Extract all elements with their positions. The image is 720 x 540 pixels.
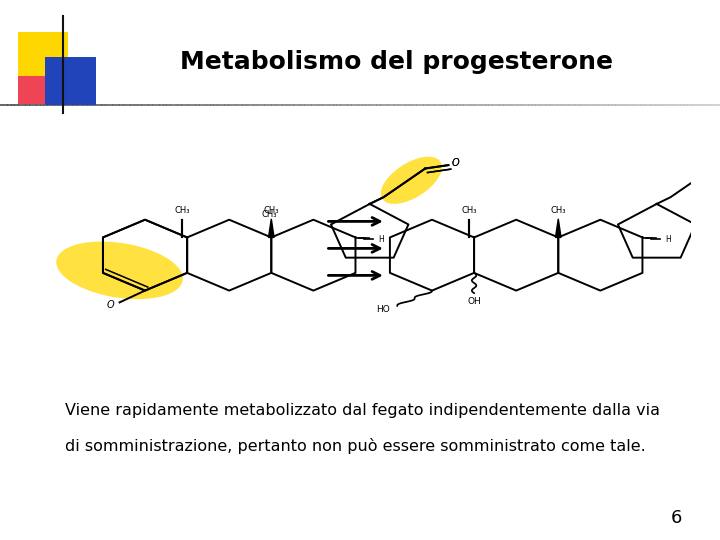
Text: CH₃: CH₃: [264, 206, 279, 215]
Ellipse shape: [56, 241, 183, 299]
Text: HO: HO: [377, 305, 390, 314]
Text: CH₃: CH₃: [175, 206, 190, 215]
Text: CH₃: CH₃: [551, 206, 566, 215]
Text: H: H: [379, 234, 384, 244]
Text: H: H: [665, 234, 671, 244]
Text: Metabolismo del progesterone: Metabolismo del progesterone: [179, 50, 613, 74]
Text: CH₃: CH₃: [261, 210, 276, 219]
Polygon shape: [269, 219, 274, 238]
Text: OH: OH: [467, 297, 481, 306]
Text: O: O: [107, 300, 114, 310]
Text: di somministrazione, pertanto non può essere somministrato come tale.: di somministrazione, pertanto non può es…: [65, 437, 646, 454]
Text: CH₃: CH₃: [462, 206, 477, 215]
Text: 6: 6: [671, 509, 683, 528]
Bar: [18, 76, 45, 104]
Ellipse shape: [381, 157, 442, 204]
Bar: [45, 57, 96, 105]
Text: O: O: [452, 158, 459, 168]
Text: Viene rapidamente metabolizzato dal fegato indipendentemente dalla via: Viene rapidamente metabolizzato dal fega…: [65, 403, 660, 418]
Text: O: O: [452, 158, 459, 168]
Polygon shape: [556, 219, 561, 238]
Bar: [18, 32, 68, 78]
